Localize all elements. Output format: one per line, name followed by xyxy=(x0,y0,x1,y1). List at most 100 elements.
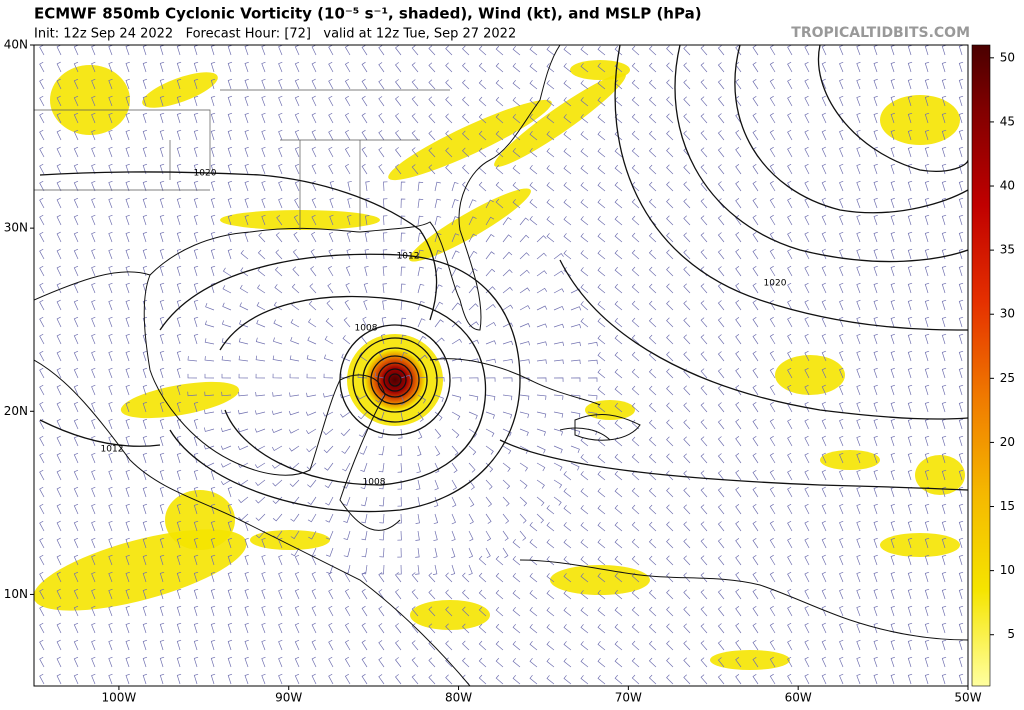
wind-barb xyxy=(546,658,555,668)
wind-barb xyxy=(769,639,776,651)
wind-barb xyxy=(261,78,266,90)
wind-barb xyxy=(580,233,589,243)
wind-barb xyxy=(495,164,504,175)
wind-barb xyxy=(323,428,334,436)
wind-barb xyxy=(306,373,317,379)
wind-barb xyxy=(56,469,62,481)
wind-barb xyxy=(361,588,368,600)
wind-barb xyxy=(546,182,555,192)
wind-barb xyxy=(580,624,589,634)
wind-barb xyxy=(890,163,896,175)
wind-barb xyxy=(261,605,266,617)
wind-barb xyxy=(159,45,165,56)
wind-barb xyxy=(941,588,947,600)
wind-barb xyxy=(839,605,844,617)
wind-barb xyxy=(125,95,130,107)
wind-barb xyxy=(536,252,547,260)
wind-barb xyxy=(924,673,930,685)
wind-barb xyxy=(400,351,408,362)
wind-barb xyxy=(451,428,460,439)
wind-barb xyxy=(631,317,640,328)
wind-barb xyxy=(873,95,878,107)
wind-barb xyxy=(56,588,62,600)
wind-barb xyxy=(769,350,776,362)
wind-barb xyxy=(159,554,165,566)
wind-barb xyxy=(570,341,581,347)
wind-barb xyxy=(821,503,827,515)
isobar-label: 1020 xyxy=(764,279,787,289)
wind-barb xyxy=(958,656,964,668)
wind-barb xyxy=(159,333,165,345)
wind-barb xyxy=(856,163,861,175)
wind-barb xyxy=(717,657,725,668)
wind-barb xyxy=(924,622,930,634)
wind-barb xyxy=(142,367,148,379)
wind-barb xyxy=(73,180,79,192)
wind-barb xyxy=(344,639,351,651)
wind-barb xyxy=(159,503,165,515)
wind-barb xyxy=(395,572,402,583)
wind-barb xyxy=(91,316,96,328)
wind-barb xyxy=(462,606,470,617)
wind-barb xyxy=(278,639,283,651)
wind-barb xyxy=(631,521,640,532)
wind-barb xyxy=(787,350,793,362)
wind-barb xyxy=(907,265,913,277)
wind-barb xyxy=(56,316,62,328)
wind-barb xyxy=(958,469,964,481)
wind-barb xyxy=(361,95,368,107)
wind-barb xyxy=(323,445,334,454)
wind-barb xyxy=(193,197,199,209)
wind-barb xyxy=(142,537,148,549)
wind-barb xyxy=(397,445,403,456)
wind-barb xyxy=(445,674,453,685)
wind-barb xyxy=(56,112,62,124)
wind-barb xyxy=(39,673,45,685)
wind-barb xyxy=(941,231,947,243)
wind-barb xyxy=(125,622,130,634)
wind-barb xyxy=(563,471,572,481)
wind-barb xyxy=(752,419,759,430)
wind-barb xyxy=(941,452,947,464)
wind-barb xyxy=(512,589,521,600)
wind-barb xyxy=(752,215,759,226)
wind-barb xyxy=(39,95,45,107)
wind-barb xyxy=(478,555,487,566)
wind-barb xyxy=(142,639,148,651)
wind-barb xyxy=(700,164,708,175)
wind-barb xyxy=(91,61,96,73)
wind-barb xyxy=(256,302,266,311)
wind-barb xyxy=(631,419,640,430)
wind-barb xyxy=(142,45,148,56)
wind-barb xyxy=(804,554,810,566)
wind-barb xyxy=(125,503,130,515)
wind-barb xyxy=(344,656,351,668)
wind-barb xyxy=(536,462,546,472)
wind-barb xyxy=(108,639,113,651)
wind-barb xyxy=(445,164,453,175)
wind-barb xyxy=(451,320,462,328)
wind-barb xyxy=(700,198,708,209)
wind-barb xyxy=(614,351,623,362)
wind-barb xyxy=(108,435,113,447)
wind-barb xyxy=(787,639,793,651)
wind-barb xyxy=(294,605,300,617)
wind-barb xyxy=(873,112,878,124)
wind-barb xyxy=(176,163,182,175)
wind-barb xyxy=(519,394,530,401)
wind-barb xyxy=(856,571,861,583)
wind-barb xyxy=(958,112,964,124)
wind-barb xyxy=(294,571,300,583)
wind-barb xyxy=(451,513,456,525)
wind-barb xyxy=(360,496,368,507)
wind-barb xyxy=(666,181,674,192)
wind-barb xyxy=(256,319,266,328)
wind-barb xyxy=(39,146,45,158)
wind-barb xyxy=(519,530,527,541)
wind-barb xyxy=(631,606,640,617)
wind-barb xyxy=(193,537,199,549)
wind-barb xyxy=(700,436,708,447)
wind-barb xyxy=(907,503,913,515)
wind-barb xyxy=(73,571,79,583)
wind-barb xyxy=(294,112,300,124)
